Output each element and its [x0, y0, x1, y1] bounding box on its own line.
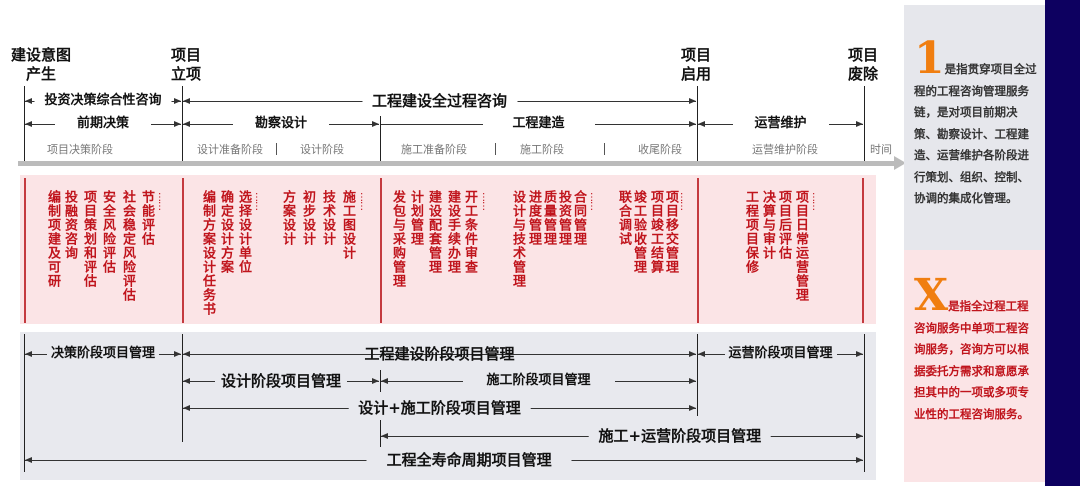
mgmt-design-build: 设计+施工阶段项目管理 — [183, 400, 696, 416]
mgmt-lifecycle: 工程全寿命周期项目管理 — [25, 452, 863, 468]
divider — [697, 334, 698, 416]
task-item: 质量管理 — [541, 190, 556, 246]
milestone-demolish: 项目 废除 — [847, 46, 878, 83]
definition-1-panel: 1是指贯穿项目全过程的工程咨询管理服务链，是对项目前期决策、勘察设计、工程建造、… — [904, 5, 1045, 250]
definition-x-panel: X是指全过程工程咨询服务中单项工程咨询服务，咨询方可以根据委托方需求和意愿承担其… — [904, 250, 1045, 482]
task-item: 竣工验收管理 — [631, 190, 646, 274]
milestone-launch: 项目 启用 — [680, 46, 711, 83]
task-panel — [20, 175, 876, 324]
task-item: 项目竣工结算 — [648, 190, 663, 274]
phase-label: 设计准备阶段 — [197, 143, 263, 156]
mgmt-decision: 决策阶段项目管理 — [25, 346, 181, 362]
divider — [697, 86, 698, 162]
divider — [24, 334, 25, 472]
stage-survey-design: 勘察设计 — [183, 116, 379, 132]
divider — [862, 178, 864, 323]
mgmt-construction-stage: 工程建设阶段项目管理 — [183, 346, 696, 362]
ellipsis-mark: …… — [588, 192, 599, 210]
divider — [24, 178, 26, 323]
task-item: 安全风险评估 — [100, 190, 115, 274]
task-item: 建设配套管理 — [426, 190, 441, 274]
timeline-bar — [18, 161, 896, 166]
task-item: 确定设计方案 — [218, 190, 233, 274]
phase-label: 运营维护阶段 — [752, 143, 818, 156]
task-item: 项目日常运营管理 — [793, 190, 808, 302]
task-item: 方案设计 — [280, 190, 295, 246]
divider — [182, 178, 184, 323]
task-item: 决算与审计 — [760, 190, 775, 260]
divider — [380, 370, 381, 392]
definition-1-text: 1是指贯穿项目全过程的工程咨询管理服务链，是对项目前期决策、勘察设计、工程建造、… — [914, 33, 1037, 206]
stage-predecision: 前期决策 — [25, 116, 181, 132]
divider — [864, 334, 865, 472]
phase-label: 收尾阶段 — [638, 143, 682, 156]
task-item: 联合调试 — [616, 190, 631, 246]
task-item: 编制项建及可研 — [45, 190, 60, 288]
task-item: 项目后评估 — [776, 190, 791, 260]
ellipsis-mark: …… — [810, 192, 821, 210]
divider — [380, 116, 381, 162]
divider — [182, 86, 183, 162]
mgmt-operation: 运营阶段项目管理 — [698, 346, 863, 362]
divider — [24, 86, 25, 162]
task-item: 项目策划和评估 — [81, 190, 96, 288]
task-item: 初步设计 — [300, 190, 315, 246]
divider — [864, 86, 865, 162]
definition-1-letter: 1 — [914, 33, 945, 84]
task-item: 建设手续办理 — [445, 190, 460, 274]
phase-label: 施工准备阶段 — [401, 143, 467, 156]
task-item: 进度管理 — [526, 190, 541, 246]
divider — [380, 178, 382, 323]
divider — [697, 178, 699, 323]
ellipsis-mark: …… — [156, 192, 167, 210]
decorative-sidebar — [1045, 0, 1080, 486]
task-item: 开工条件审查 — [462, 190, 477, 274]
mgmt-build: 施工阶段项目管理 — [381, 373, 696, 389]
mgmt-build-operate: 施工+运营阶段项目管理 — [381, 428, 863, 444]
stage-operation: 运营维护 — [698, 116, 863, 132]
task-item: 投资管理 — [556, 190, 571, 246]
task-item: 发包与采购管理 — [390, 190, 405, 288]
ellipsis-mark: …… — [358, 192, 369, 210]
milestone-approval: 项目 立项 — [170, 46, 201, 83]
phase-label: 施工阶段 — [520, 143, 564, 156]
phase-label: 项目决策阶段 — [47, 143, 113, 156]
divider — [182, 334, 183, 442]
milestone-intent: 建设意图 产生 — [10, 46, 71, 83]
definition-x-text: X是指全过程工程咨询服务中单项工程咨询服务，咨询方可以根据委托方需求和意愿承担其… — [914, 270, 1029, 421]
phase-tick — [495, 143, 496, 155]
phase-tick — [604, 143, 605, 155]
task-item: 节能评估 — [139, 190, 154, 246]
whole-process-consult-span: 工程建设全过程咨询 — [183, 93, 696, 109]
task-item: 设计与技术管理 — [510, 190, 525, 288]
definition-x-letter: X — [914, 270, 949, 321]
task-item: 编制方案设计任务书 — [200, 190, 215, 316]
task-item: 项目移交管理 — [663, 190, 678, 274]
ellipsis-mark: …… — [678, 192, 689, 210]
phase-label: 设计阶段 — [300, 143, 344, 156]
time-axis-label: 时间 — [870, 143, 892, 156]
task-item: 技术设计 — [320, 190, 335, 246]
task-item: 施工图设计 — [340, 190, 355, 260]
task-item: 选择设计单位 — [236, 190, 251, 274]
divider — [380, 420, 381, 447]
stage-construction: 工程建造 — [381, 116, 696, 132]
task-item: 工程项目保修 — [743, 190, 758, 274]
task-item: 合同管理 — [571, 190, 586, 246]
ellipsis-mark: …… — [253, 192, 264, 210]
task-item: 计划管理 — [408, 190, 423, 246]
mgmt-design: 设计阶段项目管理 — [183, 373, 379, 389]
timeline-arrow-icon — [894, 156, 906, 170]
ellipsis-mark: …… — [480, 192, 491, 210]
task-item: 投融资咨询 — [62, 190, 77, 260]
investment-consult-span: 投资决策综合性咨询 — [25, 93, 181, 109]
phase-tick — [276, 143, 277, 155]
task-item: 社会稳定风险评估 — [120, 190, 135, 302]
